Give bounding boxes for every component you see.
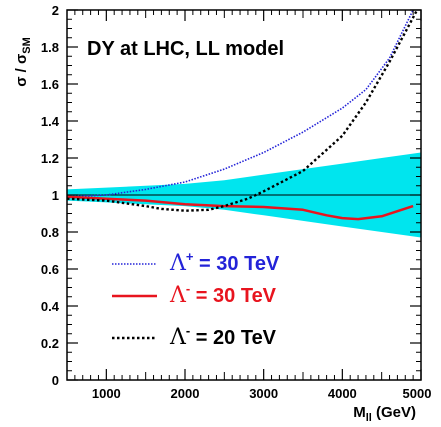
y-tick-label: 0.2	[41, 336, 59, 351]
legend: Λ+ = 30 TeV Λ- = 30 TeV Λ- = 20 TeV	[112, 249, 280, 350]
series-line-1	[67, 10, 414, 198]
x-tick-label: 5000	[403, 386, 432, 401]
y-tick-label: 0.6	[41, 262, 59, 277]
y-tick-label: 1.6	[41, 77, 59, 92]
x-axis-label: Mll (GeV)	[353, 404, 416, 424]
y-axis-label: σ / σSM	[13, 37, 33, 87]
y-tick-label: 1.2	[41, 151, 59, 166]
legend-label-3: Λ- = 20 TeV	[169, 323, 277, 350]
y-tick-label: 0.4	[41, 299, 60, 314]
y-tick-label: 1	[52, 188, 59, 203]
x-axis-label-main: M	[353, 404, 366, 421]
x-axis-label-sub: ll	[366, 412, 372, 424]
y-tick-label: 0.8	[41, 225, 59, 240]
legend-label-1: Λ+ = 30 TeV	[169, 249, 280, 276]
series-group	[67, 10, 419, 221]
x-tick-label: 1000	[92, 386, 121, 401]
axis-tick-labels: 1000 2000 3000 4000 5000 0 0.2 0.4 0.6 0.8 1 1.2 1.4…	[41, 3, 432, 401]
series-line-3	[67, 10, 419, 212]
y-tick-label: 0	[52, 373, 59, 388]
series-line-2	[67, 195, 414, 221]
chart-title: DY at LHC, LL model	[87, 38, 284, 60]
x-tick-label: 2000	[171, 386, 200, 401]
x-tick-label: 3000	[249, 386, 278, 401]
axis-ticks	[67, 9, 422, 381]
legend-label-2: Λ- = 30 TeV	[169, 281, 277, 308]
x-axis-label-unit: (GeV)	[372, 404, 416, 421]
y-tick-label: 1.8	[41, 40, 59, 55]
y-axis-label-sub: SM	[21, 37, 33, 54]
x-tick-label: 4000	[328, 386, 357, 401]
y-tick-label: 2	[52, 3, 59, 18]
y-tick-label: 1.4	[41, 114, 60, 129]
y-axis-label-main: σ / σ	[13, 54, 30, 87]
